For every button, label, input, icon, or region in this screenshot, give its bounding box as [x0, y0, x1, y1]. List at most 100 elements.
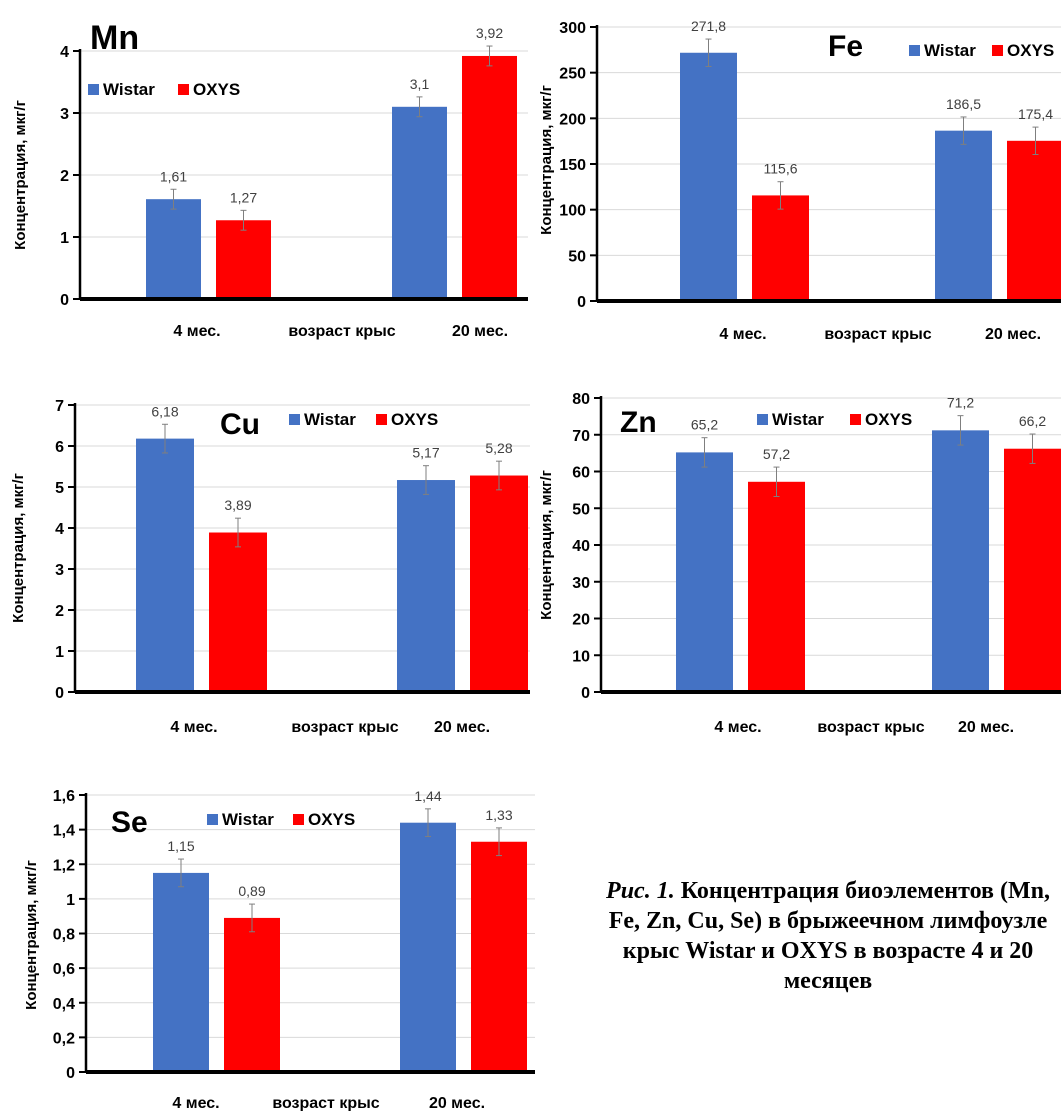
- y-tick-label: 0,4: [53, 996, 75, 1013]
- bar-oxys: [752, 195, 809, 301]
- x-category-label: 20 мес.: [985, 326, 1041, 343]
- y-tick-label: 50: [568, 248, 586, 265]
- chart-mn: 0 1 2 3 4 1,61 3,1 1,27 3,92 Mn Wistar OXYS 4 мес. 20…: [12, 19, 528, 340]
- bar-oxys: [462, 55, 517, 300]
- legend-label: Wistar: [103, 80, 155, 99]
- bar-wistar: [676, 452, 733, 692]
- legend-swatch: [757, 414, 768, 425]
- data-label: 65,2: [691, 417, 718, 433]
- data-label: 271,8: [691, 18, 726, 34]
- y-tick-label: 4: [55, 521, 64, 538]
- y-tick-label: 40: [572, 538, 590, 555]
- y-tick-label: 0: [66, 1065, 75, 1082]
- data-label: 1,33: [485, 807, 512, 823]
- data-label: 6,18: [151, 403, 178, 419]
- y-tick-label: 0: [581, 685, 590, 702]
- data-label: 0,89: [238, 883, 265, 899]
- legend-swatch: [376, 414, 387, 425]
- y-tick-label: 60: [572, 465, 590, 482]
- y-tick-label: 1,2: [53, 857, 75, 874]
- y-tick-label: 200: [559, 111, 586, 128]
- y-tick-label: 20: [572, 612, 590, 629]
- bar-wistar: [400, 822, 456, 1072]
- legend-swatch: [88, 84, 99, 95]
- chart-title: Zn: [620, 406, 657, 439]
- figure-caption-label: Рис. 1.: [606, 878, 675, 904]
- bar-wistar: [680, 52, 737, 302]
- chart-title: Cu: [220, 408, 260, 441]
- x-category-label: 20 мес.: [452, 323, 508, 340]
- x-category-label: 4 мес.: [719, 326, 766, 343]
- legend-swatch: [293, 814, 304, 825]
- legend-swatch: [207, 814, 218, 825]
- y-tick-label: 150: [559, 157, 586, 174]
- legend-label: Wistar: [222, 810, 274, 829]
- y-tick-label: 1: [55, 644, 64, 661]
- data-label: 5,17: [412, 445, 439, 461]
- legend-swatch: [289, 414, 300, 425]
- y-tick-label: 10: [572, 648, 590, 665]
- x-category-label: 4 мес.: [172, 1095, 219, 1111]
- chart-title: Mn: [90, 19, 139, 57]
- legend-label: OXYS: [865, 410, 912, 429]
- bar-oxys: [224, 917, 280, 1072]
- y-tick-label: 0,6: [53, 961, 75, 978]
- y-axis-title: Концентрация, мкг/г: [538, 470, 555, 620]
- y-tick-label: 2: [60, 168, 69, 185]
- legend-swatch: [992, 45, 1003, 56]
- y-tick-label: 250: [559, 66, 586, 83]
- data-label: 1,15: [167, 838, 194, 854]
- y-tick-label: 4: [60, 44, 69, 61]
- legend-label: OXYS: [193, 80, 240, 99]
- chart-zn: 0 10 20 30 40 50 60 70 80 65,2 71,2 57,2 66,2 Zn Wista…: [538, 391, 1061, 736]
- data-label: 1,61: [160, 168, 187, 184]
- chart-cu: 0 1 2 3 4 5 6 7 6,18 5,17 3,89 5,28 Cu Wistar OXYS 4 ме…: [10, 398, 530, 736]
- bar-wistar: [146, 199, 201, 299]
- data-label: 186,5: [946, 96, 981, 112]
- y-tick-label: 5: [55, 480, 64, 497]
- x-axis-title: возраст крыс: [291, 719, 398, 736]
- x-axis-title: возраст крыс: [272, 1095, 379, 1111]
- legend-label: Wistar: [304, 410, 356, 429]
- x-category-label: 20 мес.: [958, 719, 1014, 736]
- x-category-label: 4 мес.: [170, 719, 217, 736]
- y-tick-label: 300: [559, 20, 586, 37]
- y-tick-label: 7: [55, 398, 64, 415]
- legend-swatch: [178, 84, 189, 95]
- chart-title: Fe: [828, 30, 863, 63]
- x-axis-title: возраст крыс: [288, 323, 395, 340]
- y-tick-label: 1,6: [53, 788, 75, 805]
- legend-label: OXYS: [1007, 41, 1054, 60]
- y-tick-label: 0: [577, 294, 586, 311]
- bar-oxys: [1007, 140, 1061, 301]
- data-label: 3,1: [410, 76, 430, 92]
- y-axis-title: Концентрация, мкг/г: [23, 860, 40, 1010]
- data-label: 115,6: [764, 161, 798, 177]
- data-label: 5,28: [485, 440, 512, 456]
- y-tick-label: 6: [55, 439, 64, 456]
- x-category-label: 20 мес.: [429, 1095, 485, 1111]
- y-axis-title: Концентрация, мкг/г: [12, 100, 29, 250]
- y-tick-label: 1: [66, 892, 75, 909]
- y-tick-label: 1: [60, 230, 69, 247]
- bar-oxys: [748, 481, 805, 692]
- legend-label: OXYS: [308, 810, 355, 829]
- y-axis-title: Концентрация, мкг/г: [538, 85, 555, 235]
- y-tick-label: 0: [60, 292, 69, 309]
- data-label: 66,2: [1019, 413, 1046, 429]
- chart-title: Se: [111, 806, 148, 839]
- y-tick-label: 2: [55, 603, 64, 620]
- chart-fe: 0 50 100 150 200 250 300 271,8 186,5 115,6 175,4 Fe…: [538, 18, 1061, 343]
- bar-oxys: [1004, 448, 1061, 692]
- legend-label: Wistar: [924, 41, 976, 60]
- bar-wistar: [935, 130, 992, 301]
- data-label: 3,89: [224, 497, 251, 513]
- x-axis-title: возраст крыс: [817, 719, 924, 736]
- y-tick-label: 80: [572, 391, 590, 408]
- y-tick-label: 100: [559, 203, 586, 220]
- bar-oxys: [470, 475, 528, 692]
- figure-caption: Рис. 1. Концентрация биоэлементов (Mn, F…: [598, 876, 1058, 996]
- legend-label: OXYS: [391, 410, 438, 429]
- data-label: 3,92: [476, 25, 503, 41]
- y-tick-label: 1,4: [53, 823, 75, 840]
